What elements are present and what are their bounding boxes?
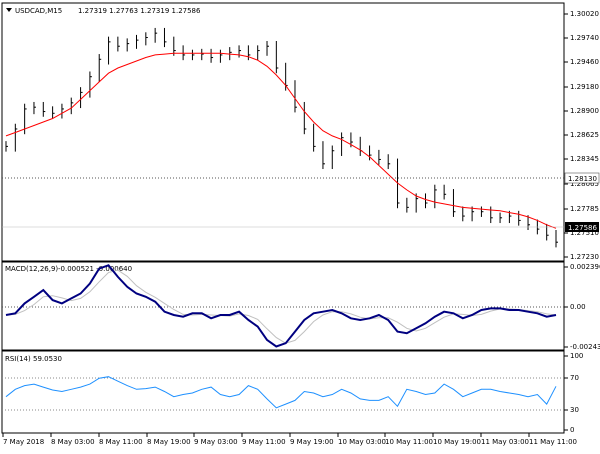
macd-axis: 0.002396 0.00 -0.002431 xyxy=(564,263,600,351)
price-tick-label: 1.29460 xyxy=(570,58,599,66)
rsi-axis: 100 70 30 0 xyxy=(564,352,583,434)
bid-label: 1.27586 xyxy=(568,224,597,232)
macd-tick-label: 0.002396 xyxy=(570,263,600,271)
time-tick-label: 10 May 03:00 xyxy=(338,438,386,446)
bid-label-box xyxy=(565,222,599,232)
time-tick-label: 11 May 11:00 xyxy=(529,438,577,446)
rsi-panel[interactable]: RSI(14) 59.0530 xyxy=(1,350,565,434)
time-tick-label: 11 May 03:00 xyxy=(481,438,529,446)
price-tick-label: 1.28900 xyxy=(570,107,599,115)
price-tick-label: 1.28065 xyxy=(570,180,599,188)
price-tick-label: 1.29180 xyxy=(570,83,599,91)
rsi-panel-frame xyxy=(1,350,565,434)
macd-main-line xyxy=(5,264,557,348)
price-tick-label: 1.27510 xyxy=(570,229,599,237)
price-axis: 1.30020 1.29740 1.29460 1.29180 1.28900 … xyxy=(564,10,600,261)
macd-tick-label: 0.00 xyxy=(570,303,586,311)
macd-indicator-values: -0.000521 -0.000640 xyxy=(58,265,132,273)
macd-panel-frame xyxy=(1,261,565,351)
rsi-indicator-label: RSI(14) xyxy=(5,355,31,363)
time-axis: 7 May 2018 8 May 03:00 8 May 11:00 8 May… xyxy=(2,433,577,446)
time-tick-label: 9 May 03:00 xyxy=(194,438,238,446)
time-tick-label: 8 May 19:00 xyxy=(147,438,191,446)
price-series-group xyxy=(5,27,558,248)
rsi-tick-label: 0 xyxy=(570,426,574,434)
time-tick-label: 10 May 19:00 xyxy=(433,438,481,446)
symbol-timeframe: USDCAD,M15 xyxy=(15,7,62,15)
price-tick-label: 1.28625 xyxy=(570,131,599,139)
time-tick-label: 10 May 11:00 xyxy=(385,438,433,446)
macd-signal-line xyxy=(5,269,557,344)
time-tick-label: 7 May 2018 xyxy=(3,438,44,446)
price-tick-label: 1.28345 xyxy=(570,155,599,163)
price-panel-frame xyxy=(1,2,565,262)
time-tick-label: 9 May 11:00 xyxy=(242,438,286,446)
macd-panel[interactable]: MACD(12,26,9) -0.000521 -0.000640 xyxy=(1,261,565,351)
time-tick-label: 8 May 03:00 xyxy=(51,438,95,446)
macd-tick-label: -0.002431 xyxy=(570,343,600,351)
price-level-label: 1.28130 xyxy=(568,175,597,183)
rsi-line xyxy=(5,376,557,409)
macd-series-group xyxy=(5,264,557,348)
rsi-tick-label: 30 xyxy=(570,406,579,414)
rsi-tick-label: 100 xyxy=(570,352,583,360)
price-header: USDCAD,M15 1.27319 1.27763 1.27319 1.275… xyxy=(6,7,201,15)
rsi-series-group xyxy=(5,376,557,409)
price-panel[interactable]: USDCAD,M15 1.27319 1.27763 1.27319 1.275… xyxy=(1,2,565,262)
rsi-indicator-value: 59.0530 xyxy=(33,355,62,363)
ohlc-values: 1.27319 1.27763 1.27319 1.27586 xyxy=(78,7,201,15)
price-level-label-box xyxy=(564,172,600,184)
time-tick-label: 9 May 19:00 xyxy=(290,438,334,446)
time-tick-label: 8 May 11:00 xyxy=(99,438,143,446)
collapse-arrow-icon[interactable] xyxy=(6,8,12,12)
price-tick-label: 1.27230 xyxy=(570,253,599,261)
price-tick-label: 1.27785 xyxy=(570,205,599,213)
price-tick-label: 1.29740 xyxy=(570,34,599,42)
moving-average-line xyxy=(5,52,557,229)
rsi-tick-label: 70 xyxy=(570,374,579,382)
price-tick-label: 1.30020 xyxy=(570,10,599,18)
macd-indicator-label: MACD(12,26,9) xyxy=(5,265,58,273)
